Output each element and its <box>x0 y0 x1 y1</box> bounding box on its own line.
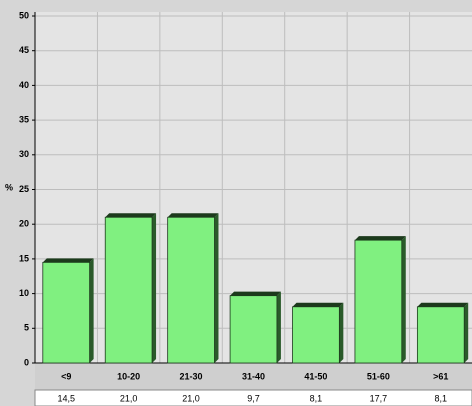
bar <box>104 216 153 364</box>
bar <box>229 295 278 364</box>
bar <box>167 216 215 364</box>
y-tick-label: 25 <box>19 184 29 194</box>
y-tick-label: 50 <box>19 10 29 20</box>
bar-side <box>214 213 219 363</box>
y-tick-label: 10 <box>19 288 29 298</box>
x-tick-label: 51-60 <box>367 371 390 381</box>
value-label: 14,5 <box>57 393 75 403</box>
bar <box>416 306 465 364</box>
value-label: 21,0 <box>182 393 200 403</box>
bar-top <box>230 291 281 296</box>
bar-side <box>464 302 469 363</box>
bar-top <box>42 258 94 263</box>
bar-top <box>167 213 219 218</box>
bar-side <box>401 236 406 363</box>
bar-side <box>152 213 157 363</box>
bar <box>42 261 91 364</box>
bar <box>354 239 403 364</box>
y-tick-label: 45 <box>19 45 29 55</box>
bar-side <box>276 291 281 363</box>
bar-side <box>339 302 344 363</box>
x-tick-label: 21-30 <box>180 371 203 381</box>
y-tick-label: 40 <box>19 80 29 90</box>
y-tick-label: 35 <box>19 114 29 124</box>
value-label: 21,0 <box>120 393 138 403</box>
x-tick-label: 10-20 <box>117 371 140 381</box>
value-label: 8,1 <box>435 393 448 403</box>
bar-top <box>105 213 157 218</box>
category-band <box>35 364 472 390</box>
bar <box>292 306 340 364</box>
y-tick-label: 30 <box>19 149 29 159</box>
x-tick-label: >61 <box>433 371 448 381</box>
bar-top <box>354 236 406 241</box>
y-axis-label: % <box>5 182 13 192</box>
value-label: 9,7 <box>247 393 260 403</box>
value-label: 17,7 <box>370 393 388 403</box>
value-label: 8,1 <box>310 393 323 403</box>
y-tick-label: 20 <box>19 219 29 229</box>
y-tick-label: 15 <box>19 253 29 263</box>
bar-top <box>417 302 469 307</box>
y-tick-label: 0 <box>24 357 29 367</box>
bar-side <box>89 258 94 363</box>
y-tick-label: 5 <box>24 323 29 333</box>
x-tick-label: <9 <box>61 371 71 381</box>
value-table <box>34 389 472 406</box>
x-tick-label: 41-50 <box>304 371 327 381</box>
bar-top <box>292 302 344 307</box>
x-tick-label: 31-40 <box>242 371 265 381</box>
